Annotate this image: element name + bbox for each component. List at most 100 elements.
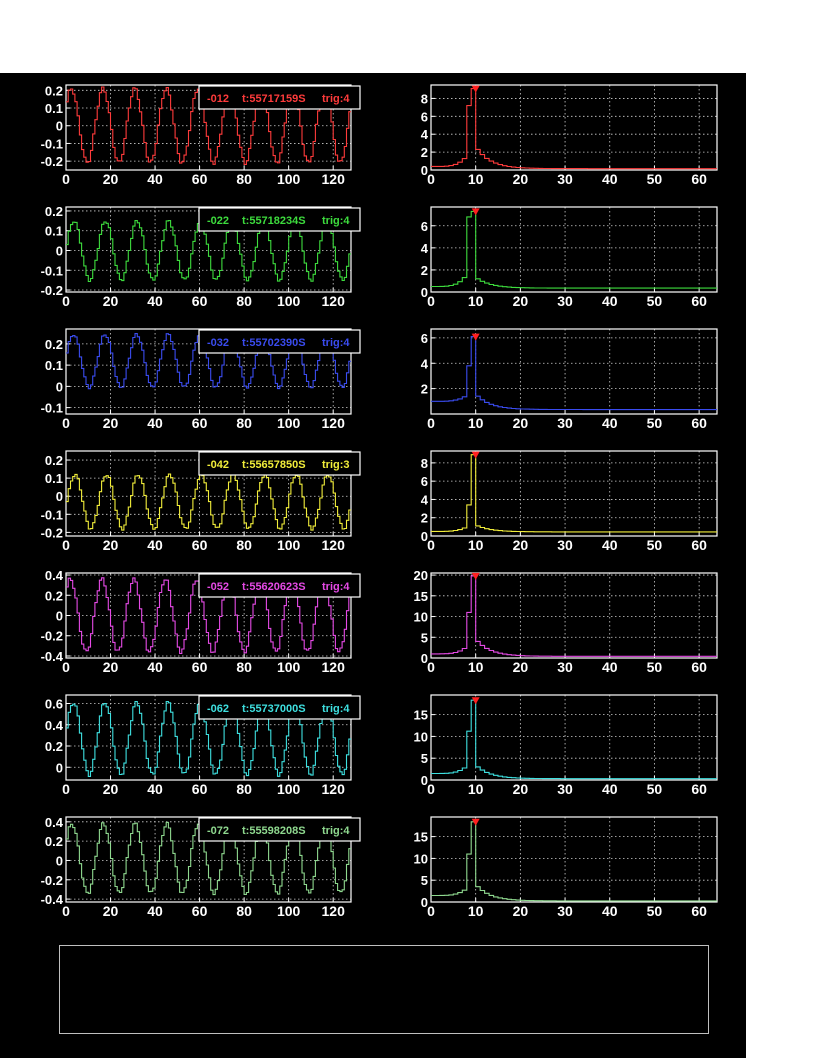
spectrum-xtick-label-2: 30 [557,415,573,431]
waveform-ytick-label-0: -0.2 [41,154,63,169]
legend-channel-5: -062 [207,703,229,715]
spectrum-ytick-label-4: 5 [421,630,428,645]
waveform-line-2 [66,332,351,390]
spectrum-xtick-label-1: 20 [513,293,529,309]
spectrum-ytick-label-0: 8 [421,91,428,106]
spectrum-xtick-label-3: 30 [557,537,573,553]
spectrum-xtick-label-6: 30 [557,903,573,919]
spectrum-xtick-label-0: 30 [557,171,573,187]
waveform-xtick-label-4: 100 [277,659,301,675]
waveform-ytick-label-3: 0 [56,489,63,504]
waveform-ytick-label-2: 0.1 [45,358,63,373]
waveform-line-5 [66,700,351,777]
spectrum-xtick-label-4: 50 [647,659,663,675]
waveform-xtick-label-0: 20 [103,171,119,187]
spectrum-ytick-label-4: 20 [414,568,428,583]
waveform-ytick-label-1: -0.2 [41,283,63,298]
spectrum-peak-marker-0 [471,85,480,93]
waveform-xtick-label-5: 120 [322,781,346,797]
spectrum-xtick-label-5: 10 [468,781,484,797]
legend-channel-6: -072 [207,825,229,837]
waveform-xtick-label-1: 40 [147,293,163,309]
legend-box-5 [198,695,361,720]
spectrum-line-5 [431,699,717,780]
waveform-ytick-label-0: -0.1 [41,136,63,151]
waveform-ytick-label-3: 0.1 [45,471,63,486]
spectrum-frame-5 [430,694,718,781]
waveform-ytick-label-3: -0.1 [41,507,63,522]
waveform-xtick-label-3: 80 [236,537,252,553]
spectrum-xtick-label-2: 40 [602,415,618,431]
waveform-ytick-label-4: 0.2 [45,588,63,603]
legend-time-0: t:55717159S [242,93,306,105]
legend-trig-0: trig:4 [322,93,350,105]
waveform-xtick-label-2: 100 [277,415,301,431]
spectrum-ytick-label-4: 0 [421,651,428,666]
waveform-frame-4 [65,572,352,659]
waveform-xtick-label-1: 60 [192,293,208,309]
legend-time-3: t:55657850S [242,459,306,471]
spectrum-xtick-label-6: 50 [647,903,663,919]
spectrum-xtick-label-0: 50 [647,171,663,187]
spectrum-ytick-label-1: 0 [421,285,428,300]
waveform-xtick-label-6: 20 [103,903,119,919]
spectrum-peak-marker-1 [471,208,480,216]
spectrum-xtick-label-3: 50 [647,537,663,553]
spectrum-ytick-label-5: 15 [414,708,428,723]
waveform-xtick-label-3: 120 [322,537,346,553]
spectrum-xtick-label-1: 60 [691,293,707,309]
spectrum-ytick-label-1: 2 [421,263,428,278]
spectrum-ytick-label-2: 2 [421,382,428,397]
waveform-xtick-label-0: 100 [277,171,301,187]
spectrum-xtick-label-0: 20 [513,171,529,187]
spectrum-line-0 [431,88,717,170]
spectrum-ytick-label-6: 0 [421,895,428,910]
waveform-xtick-label-4: 20 [103,659,119,675]
waveform-xtick-label-0: 80 [236,171,252,187]
waveform-ytick-label-2: 0 [56,379,63,394]
legend-time-2: t:55702390S [242,337,306,349]
legend-0: -012 t:55717159S trig:4 [198,85,361,110]
waveform-xtick-label-0: 0 [62,171,70,187]
waveform-frame-5 [65,694,352,781]
waveform-ytick-label-0: 0.2 [45,83,63,98]
waveform-xtick-label-6: 40 [147,903,163,919]
legend-time-5: t:55737000S [242,703,306,715]
spectrum-ytick-label-6: 5 [421,873,428,888]
legend-2: -032 t:55702390S trig:4 [198,329,361,354]
spectrum-xtick-label-1: 30 [557,293,573,309]
spectrum-xtick-label-4: 60 [691,659,707,675]
spectrum-xtick-label-5: 40 [602,781,618,797]
waveform-xtick-label-3: 60 [192,537,208,553]
spectrum-xtick-label-2: 20 [513,415,529,431]
waveform-xtick-label-3: 0 [62,537,70,553]
legend-1: -022 t:55718234S trig:4 [198,207,361,232]
waveform-ytick-label-0: 0.1 [45,101,63,116]
waveform-xtick-label-1: 100 [277,293,301,309]
waveform-ytick-label-1: 0.1 [45,224,63,239]
waveform-xtick-label-3: 40 [147,537,163,553]
waveform-xtick-label-6: 60 [192,903,208,919]
legend-time-4: t:55620623S [242,581,306,593]
waveform-xtick-label-2: 40 [147,415,163,431]
spectrum-peak-marker-5 [471,697,480,705]
spectrum-peak-marker-3 [471,451,480,459]
waveform-xtick-label-0: 120 [322,171,346,187]
waveform-ytick-label-5: 0 [56,760,63,775]
waveform-ytick-label-4: 0.4 [45,568,64,583]
spectrum-ytick-label-5: 5 [421,751,428,766]
waveform-xtick-label-6: 120 [322,903,346,919]
spectrum-xtick-label-2: 0 [427,415,435,431]
spectrum-ytick-label-3: 6 [421,474,428,489]
spectrum-frame-3 [430,450,718,537]
spectrum-xtick-label-0: 60 [691,171,707,187]
spectrum-frame-0 [430,84,718,171]
spectrum-xtick-label-6: 60 [691,903,707,919]
spectrum-ytick-label-5: 0 [421,773,428,788]
waveform-xtick-label-5: 80 [236,781,252,797]
waveform-xtick-label-0: 60 [192,171,208,187]
spectrum-ytick-label-3: 2 [421,511,428,526]
